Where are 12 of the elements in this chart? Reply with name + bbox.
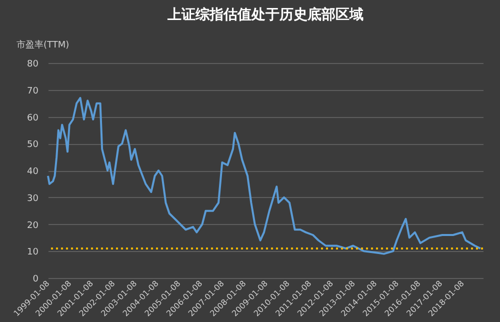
y-tick-label: 30 <box>27 194 39 204</box>
y-tick-label: 20 <box>27 220 39 231</box>
y-tick-label: 50 <box>27 140 39 150</box>
y-tick-label: 40 <box>27 167 39 177</box>
y-tick-label: 10 <box>27 248 39 258</box>
chart-title: 上证综指估值处于历史底部区域 <box>166 6 364 23</box>
line-series <box>47 96 482 255</box>
y-tick-label: 0 <box>32 274 39 284</box>
y-tick-label: 70 <box>27 86 39 96</box>
y-tick-label: 60 <box>27 113 39 124</box>
y-axis-title: 市盈率(TTM) <box>16 40 70 50</box>
y-tick-label: 80 <box>27 60 39 70</box>
